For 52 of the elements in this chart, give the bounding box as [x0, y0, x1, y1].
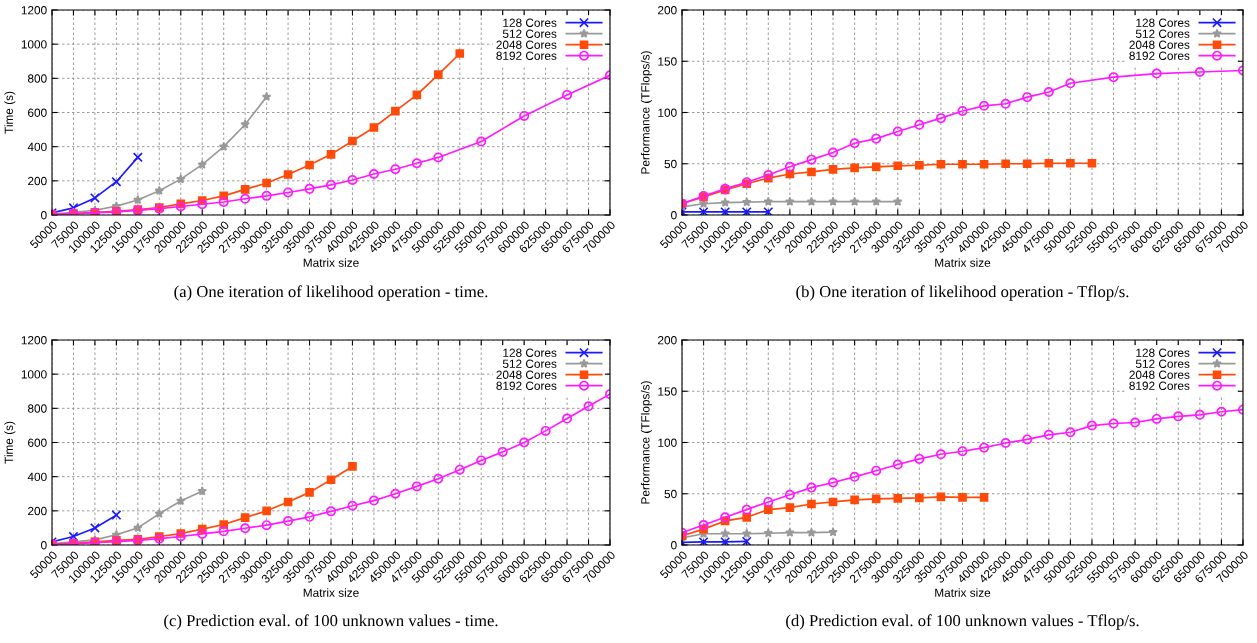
y-tick-label: 200: [658, 6, 677, 15]
legend-label: 8192 Cores: [496, 51, 557, 60]
x-axis-title: Matrix size: [935, 588, 991, 597]
legend-label: 128 Cores: [1136, 348, 1190, 357]
legend-label: 512 Cores: [1135, 29, 1190, 38]
legend-label: 2048 Cores: [496, 40, 557, 49]
legend-label: 128 Cores: [503, 348, 557, 357]
legend-label: 2048 Cores: [1129, 370, 1190, 379]
text: (b) One iteration of likelihood operation - Tflop/s.: [796, 285, 1129, 301]
y-tick-label: 200: [658, 336, 677, 345]
y-tick-label: 100: [658, 108, 677, 117]
y-tick-label: 1200: [21, 6, 47, 15]
y-tick-label: 400: [27, 472, 47, 482]
y-tick-label: 150: [658, 57, 677, 66]
y-tick-label: 600: [28, 438, 47, 447]
y-tick-label: 150: [658, 387, 677, 396]
legend-label: 512 Cores: [502, 29, 557, 38]
x-axis-title: Matrix size: [303, 258, 359, 267]
x-axis-title: Matrix size: [935, 258, 991, 267]
y-tick-label: 200: [28, 506, 47, 516]
y-tick-label: 800: [27, 404, 47, 413]
legend-label: 128 Cores: [1136, 18, 1190, 27]
legend-label: 8192 Cores: [1129, 51, 1190, 60]
y-tick-label: 50: [664, 489, 677, 499]
text: (a) One iteration of likelihood operation - time.: [174, 285, 488, 301]
y-tick-label: 600: [28, 108, 47, 117]
text: (d) Prediction eval. of 100 unknown values - Tflop/s.: [786, 614, 1139, 630]
y-tick-label: 0: [671, 541, 677, 550]
y-tick-label: 200: [28, 176, 47, 186]
text: (c) Prediction eval. of 100 unknown values - time.: [164, 614, 498, 630]
y-axis-title: Time (s): [4, 91, 16, 134]
y-axis-title: Performance (TFlops/s): [640, 51, 652, 174]
y-tick-label: 400: [27, 142, 47, 152]
y-tick-label: 1200: [21, 336, 47, 345]
y-tick-label: 0: [671, 211, 677, 220]
legend-label: 128 Cores: [503, 18, 557, 27]
y-tick-label: 1000: [21, 370, 47, 379]
y-tick-label: 1000: [21, 40, 47, 49]
x-axis-title: Matrix size: [303, 588, 359, 597]
legend-label: 512 Cores: [502, 359, 557, 368]
legend-label: 2048 Cores: [496, 370, 557, 379]
legend-label: 8192 Cores: [1129, 381, 1190, 390]
y-tick-label: 0: [41, 541, 47, 550]
y-tick-label: 0: [41, 211, 47, 220]
y-tick-label: 100: [658, 438, 677, 447]
y-tick-label: 50: [664, 159, 677, 169]
legend-label: 8192 Cores: [496, 381, 557, 390]
y-axis-title: Performance (TFlops/s): [640, 381, 652, 504]
legend-label: 2048 Cores: [1129, 40, 1190, 49]
y-tick-label: 800: [27, 74, 47, 83]
y-axis-title: Time (s): [4, 421, 16, 464]
legend-label: 512 Cores: [1135, 359, 1190, 368]
